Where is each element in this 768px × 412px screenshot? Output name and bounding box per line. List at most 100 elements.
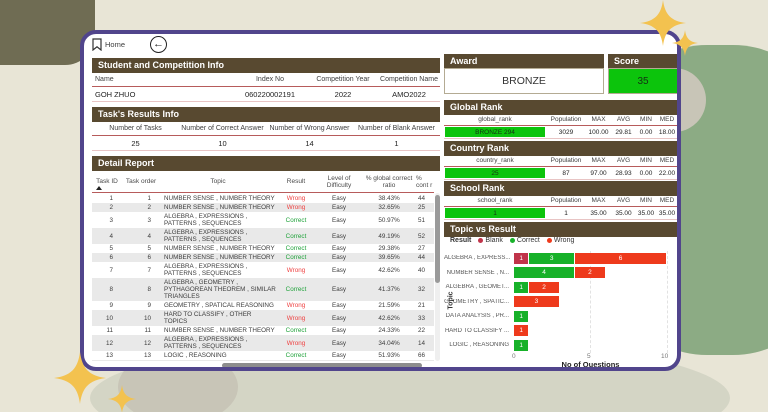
column-header[interactable]: AVG [616, 116, 631, 123]
column-header[interactable]: Result [286, 178, 306, 185]
table-row[interactable]: BRONZE 294 3029 100.00 29.81 0.00 18.00 [444, 126, 677, 139]
award-header: Award [444, 54, 604, 69]
column-header[interactable]: AVG [616, 197, 631, 204]
table-row[interactable]: 2 2 NUMBER SENSE , NUMBER THEORY Wrong Easy 3… [92, 203, 434, 212]
column-header[interactable]: MAX [591, 116, 606, 123]
sparkle-star-icon [640, 0, 686, 46]
table-row[interactable]: 13 13 LOGIC , REASONING Correct Easy 51.93% 66 [92, 351, 434, 360]
table-row[interactable]: 11 11 NUMBER SENSE , NUMBER THEORY Correct E… [92, 326, 434, 335]
global-ratio-cell: 42.62% [378, 266, 400, 274]
bar-segment-wrong[interactable]: 1 [514, 325, 530, 337]
table-row[interactable]: 1 1 35.00 35.00 35.00 35.00 [444, 207, 677, 220]
table-row[interactable]: 1414DATA ANALYSIS , PROBABILITY , STATIS… [92, 360, 434, 361]
column-header[interactable]: school_rank [477, 197, 513, 204]
task-id-cell: 13 [105, 352, 113, 359]
chart-legend: Result Blank Correct Wrong [450, 237, 574, 244]
table-row[interactable]: 7 7 ALGEBRA , EXPRESSIONS , PATTERNS , SEQ… [92, 262, 434, 278]
task-id-cell: 10 [105, 314, 113, 322]
column-header[interactable]: Population [550, 157, 582, 164]
sort-ascending-icon[interactable] [96, 186, 102, 190]
table-row[interactable]: 25 87 97.00 28.93 0.00 22.00 [444, 167, 677, 180]
column-header[interactable]: Name [95, 76, 114, 83]
rank-table: global_rank Population MAX AVG MIN MED BRONZE … [444, 114, 677, 139]
table-row[interactable]: 8 8 ALGEBRA , GEOMETRY , PYTHAGOREAN THEOR… [92, 278, 434, 301]
column-header[interactable]: % cont r [416, 174, 433, 189]
column-header[interactable]: Task ID [96, 178, 118, 185]
task-order-cell: 2 [147, 204, 151, 211]
chart-category-label: LOGIC , REASONING [449, 342, 509, 349]
rank-stat-cell: 87 [562, 169, 570, 177]
rank-stat-cell: 35.00 [637, 209, 655, 217]
legend-item-correct[interactable]: Correct [509, 237, 540, 244]
table-row[interactable]: 10 10 HARD TO CLASSIFY , OTHER TOPICS Wrong… [92, 310, 434, 326]
column-header[interactable]: Number of Tasks [109, 125, 162, 132]
bar-segment-correct[interactable]: 1 [514, 339, 530, 351]
table-row[interactable]: 5 5 NUMBER SENSE , NUMBER THEORY Correct Eas… [92, 244, 434, 253]
rank-stat-cell: 22.00 [658, 169, 676, 177]
table-row[interactable]: 6 6 NUMBER SENSE , NUMBER THEORY Correct Eas… [92, 253, 434, 262]
horizontal-scrollbar-thumb[interactable] [222, 363, 422, 367]
back-arrow-icon: ← [153, 38, 164, 50]
column-header[interactable]: MIN [640, 116, 652, 123]
column-header[interactable]: Competition Name [380, 76, 438, 83]
rank-value-bar: 25 [445, 168, 545, 178]
legend-dot-icon [478, 238, 484, 243]
legend-item-wrong[interactable]: Wrong [546, 237, 574, 244]
table-row[interactable]: 25 10 14 1 [92, 136, 440, 151]
bar-segment-correct[interactable]: 1 [514, 310, 530, 322]
bar-segment-wrong[interactable]: 3 [514, 296, 560, 308]
column-header[interactable]: MAX [591, 157, 606, 164]
global-ratio-cell: 38.43% [378, 195, 400, 202]
column-header[interactable]: Number of Wrong Answer [269, 125, 350, 132]
column-header[interactable]: Task order [125, 178, 157, 185]
num-wrong: 14 [305, 138, 314, 148]
result-cell: Correct [285, 216, 307, 224]
table-row[interactable]: 12 12 ALGEBRA , EXPRESSIONS , PATTERNS , S… [92, 335, 434, 351]
table-row[interactable]: 1 1 NUMBER SENSE , NUMBER THEORY Wrong Easy 3… [92, 194, 434, 203]
legend-item-blank[interactable]: Blank [478, 237, 503, 244]
vertical-scrollbar-thumb[interactable] [435, 195, 440, 283]
difficulty-cell: Easy [332, 195, 346, 202]
column-header[interactable]: MAX [591, 197, 606, 204]
bar-segment-correct[interactable]: 1 [514, 281, 530, 293]
bar-segment-blank[interactable]: 1 [514, 252, 530, 264]
column-header[interactable]: country_rank [476, 157, 514, 164]
bar-segment-correct[interactable]: 3 [529, 252, 576, 264]
table-row[interactable]: GOH ZHUO 060220002191 2022 AMO2022 [92, 87, 440, 102]
column-header[interactable]: MED [659, 116, 675, 123]
column-header[interactable]: % global correct ratio [365, 174, 413, 189]
table-row[interactable]: 4 4 ALGEBRA , EXPRESSIONS , PATTERNS , SEQ… [92, 228, 434, 244]
column-header[interactable]: Index No [255, 76, 285, 83]
result-cell: Correct [285, 327, 307, 334]
bar-segment-wrong[interactable]: 6 [575, 252, 667, 264]
column-header[interactable]: Competition Year [316, 76, 370, 83]
column-header[interactable]: MIN [640, 157, 652, 164]
table-row[interactable]: 9 9 GEOMETRY , SPATICAL REASONING Wrong Easy… [92, 301, 434, 310]
column-header[interactable]: Level of Difficulty [326, 174, 352, 189]
topic-cell: ALGEBRA , EXPRESSIONS , PATTERNS , SEQUE… [164, 336, 248, 350]
column-header[interactable]: Population [550, 116, 582, 123]
column-header[interactable]: MIN [640, 197, 652, 204]
column-header[interactable]: Number of Blank Answer [357, 125, 436, 132]
column-header[interactable]: MED [659, 157, 675, 164]
global-ratio-cell: 29.38% [378, 245, 400, 252]
bar-segment-correct[interactable]: 4 [514, 267, 576, 279]
topic-cell: LOGIC , REASONING [164, 352, 227, 359]
home-button[interactable]: Home [92, 38, 125, 51]
column-header[interactable]: Number of Correct Answer [181, 125, 264, 132]
column-header[interactable]: Topic [210, 178, 226, 185]
bar-segment-wrong[interactable]: 2 [529, 281, 560, 293]
vertical-scrollbar[interactable] [435, 193, 440, 361]
table-row[interactable]: 3 3 ALGEBRA , EXPRESSIONS , PATTERNS , SEQ… [92, 212, 434, 228]
column-header[interactable]: AVG [616, 157, 631, 164]
chart-category-label: GEOMETRY , SPATIC... [444, 298, 509, 305]
rank-stat-cell: 35.00 [658, 209, 676, 217]
column-header[interactable]: global_rank [478, 116, 512, 123]
bar-segment-wrong[interactable]: 2 [575, 267, 606, 279]
back-button[interactable]: ← [150, 36, 167, 53]
rank-value-bar: 1 [445, 208, 545, 218]
column-header[interactable]: MED [659, 197, 675, 204]
task-order-cell: 10 [143, 314, 151, 322]
column-header[interactable]: Population [550, 197, 582, 204]
